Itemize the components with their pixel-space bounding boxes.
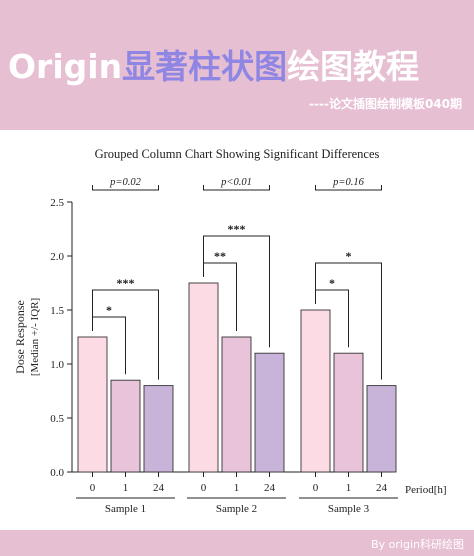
y-tick-label: 1.0 [50, 359, 64, 371]
x-tick-label: 24 [153, 482, 165, 494]
significance-stars: * [329, 276, 335, 290]
bar-sample-2-1 [221, 336, 252, 473]
x-tick-label: 0 [90, 482, 96, 494]
banner-title-topic: 显著柱状图 [122, 47, 288, 86]
bar-sample-1-1 [110, 379, 141, 473]
footer-bar: By origin科研绘图 [0, 530, 474, 556]
p-value-label: p<0.01 [220, 177, 252, 188]
p-value-label: p=0.16 [332, 177, 364, 188]
header-banner: Origin显著柱状图绘图教程 ----论文插图绘制模板040期 [0, 0, 474, 130]
chart-title: Grouped Column Chart Showing Significant… [95, 147, 380, 161]
grouped-bar-chart: Grouped Column Chart Showing Significant… [13, 147, 447, 515]
group-label: Sample 2 [216, 503, 257, 515]
banner-title-origin: Origin [8, 47, 123, 86]
y-tick-label: 1.5 [50, 305, 64, 317]
bar-sample-2-24 [254, 352, 285, 473]
x-tick-label: 24 [376, 482, 388, 494]
bar-sample-3-1 [333, 352, 364, 473]
group-label: Sample 3 [328, 503, 370, 515]
y-tick-label: 2.0 [50, 251, 64, 263]
chart-area: Grouped Column Chart Showing Significant… [0, 130, 474, 530]
significance-bracket [203, 235, 270, 348]
y-tick-label: 0.5 [50, 413, 64, 425]
y-tick-label: 2.5 [50, 197, 64, 209]
bar-sample-3-24 [366, 385, 397, 473]
x-tick-label: 1 [123, 482, 129, 494]
significance-stars: * [346, 249, 352, 263]
group-label: Sample 1 [105, 503, 146, 515]
banner-title: Origin显著柱状图绘图教程 [8, 40, 419, 88]
significance-stars: *** [117, 276, 135, 290]
bar-sample-2-0 [188, 282, 219, 473]
significance-bracket [315, 262, 382, 380]
y-axis-label-unit: [Median +/- IQR] [29, 298, 41, 376]
bar-sample-1-0 [77, 336, 108, 473]
significance-stars: * [106, 303, 112, 317]
significance-stars: *** [228, 222, 246, 236]
significance-bracket [92, 289, 159, 380]
p-value-bracket [92, 185, 159, 191]
footer-credit: By origin科研绘图 [371, 538, 464, 551]
banner-subtitle: ----论文插图绘制模板040期 [309, 97, 462, 111]
y-axis-label: Dose Response [13, 300, 27, 374]
banner-title-tutorial: 绘图教程 [287, 47, 420, 86]
x-tick-label: 0 [201, 482, 207, 494]
x-tick-label: 24 [264, 482, 276, 494]
x-tick-label: 1 [234, 482, 240, 494]
significance-stars: ** [214, 249, 226, 263]
p-value-label: p=0.02 [109, 177, 141, 188]
bar-sample-3-0 [300, 309, 331, 473]
y-tick-label: 0.0 [50, 467, 64, 479]
bar-sample-1-24 [143, 385, 174, 473]
x-tick-label: 1 [346, 482, 352, 494]
p-value-bracket [203, 185, 270, 191]
p-value-bracket [315, 185, 382, 191]
x-tick-label: 0 [313, 482, 319, 494]
x-axis-label: Period[h] [405, 484, 447, 496]
